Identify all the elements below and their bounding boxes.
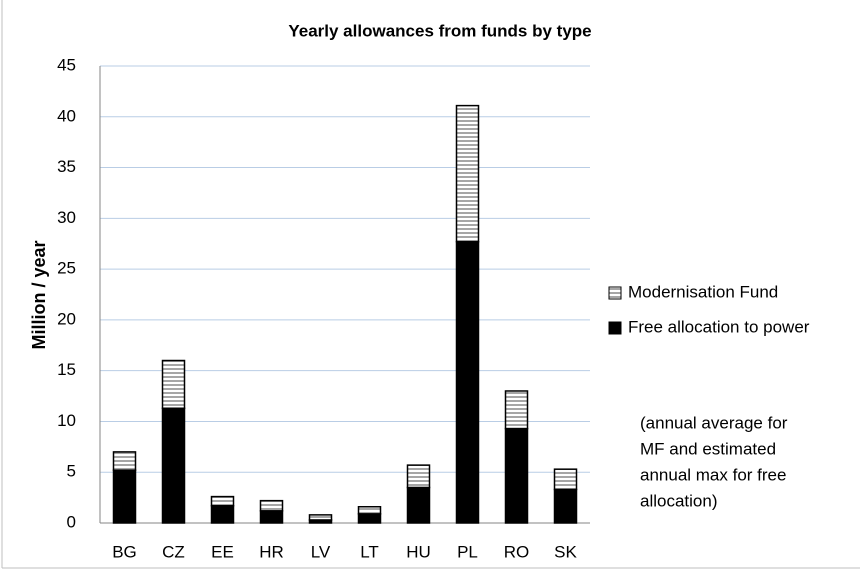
x-tick-label: RO [504, 542, 530, 561]
x-tick-label: EE [211, 542, 234, 561]
bar-segment [259, 499, 284, 512]
x-tick-label: LT [360, 542, 379, 561]
y-tick-label: 25 [57, 259, 76, 278]
y-tick-label: 20 [57, 309, 76, 328]
legend-label: Free allocation to power [628, 317, 810, 336]
y-tick-label: 45 [57, 55, 76, 74]
bar-segment [406, 464, 431, 489]
annotation: allocation) [640, 491, 718, 510]
y-tick-label: 15 [57, 360, 76, 379]
annotation: MF and estimated [640, 439, 776, 458]
y-tick-label: 35 [57, 157, 76, 176]
y-axis-label: Million / year [29, 240, 49, 349]
legend-label: Modernisation Fund [628, 282, 778, 301]
x-tick-label: PL [457, 542, 478, 561]
bar-segment [210, 495, 235, 507]
bar-segment [210, 504, 235, 524]
legend-swatch [608, 321, 622, 335]
annotation: (annual average for [640, 413, 788, 432]
bar-segment [112, 469, 137, 524]
bar-segment [357, 513, 382, 524]
chart-title: Yearly allowances from funds by type [288, 21, 591, 40]
x-tick-label: HR [259, 542, 284, 561]
y-tick-label: 40 [57, 106, 76, 125]
bar-segment [259, 510, 284, 524]
bar-segment [112, 451, 137, 471]
bar-segment [406, 486, 431, 524]
bar-segment [553, 468, 578, 491]
y-tick-label: 0 [67, 512, 76, 531]
bar-segment [308, 514, 333, 521]
bar-segment [553, 488, 578, 524]
bar-segment [504, 390, 529, 430]
bar-segment [455, 104, 480, 243]
bar-segment [161, 359, 186, 409]
x-tick-label: SK [554, 542, 577, 561]
y-tick-label: 30 [57, 208, 76, 227]
x-tick-label: BG [112, 542, 137, 561]
annotation: annual max for free [640, 465, 786, 484]
bar-segment [161, 407, 186, 524]
y-tick-label: 10 [57, 411, 76, 430]
bar-segment [357, 506, 382, 515]
x-tick-label: HU [406, 542, 431, 561]
legend-swatch [608, 286, 622, 300]
x-tick-label: LV [311, 542, 331, 561]
x-tick-label: CZ [162, 542, 185, 561]
bar-segment [504, 427, 529, 524]
bar-segment [455, 240, 480, 524]
y-tick-label: 5 [67, 462, 76, 481]
